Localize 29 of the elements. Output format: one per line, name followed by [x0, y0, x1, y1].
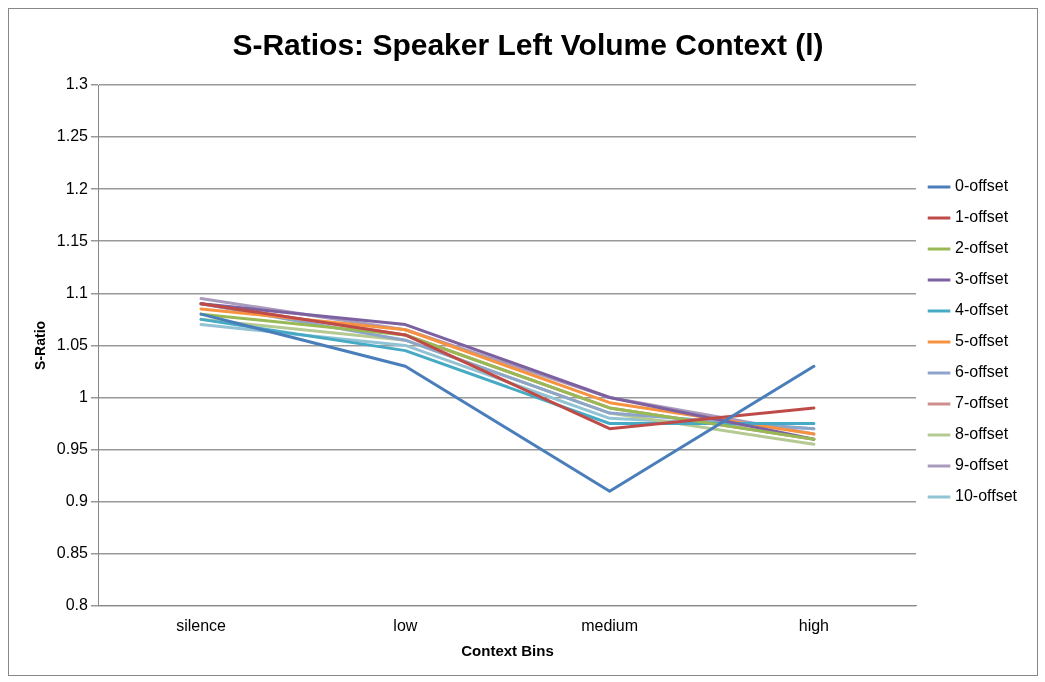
y-tick-label: 0.8 [65, 596, 89, 614]
y-tick-label: 0.95 [56, 439, 89, 457]
x-tick-label: silence [176, 616, 227, 634]
chart-title: S-Ratios: Speaker Left Volume Context (l) [232, 28, 824, 62]
legend-label: 5-offset [955, 332, 1009, 350]
legend-label: 7-offset [955, 394, 1009, 412]
x-tick-label: low [393, 616, 418, 634]
y-tick-label: 1.1 [65, 283, 89, 301]
y-tick-label: 1.05 [56, 335, 89, 353]
x-tick-label: high [798, 616, 830, 634]
legend-label: 10-offset [955, 487, 1018, 505]
y-axis-title: S-Ratio [32, 320, 49, 370]
y-tick-label: 1.15 [56, 231, 89, 249]
y-tick-label: 0.85 [56, 544, 89, 562]
legend-label: 1-offset [955, 208, 1009, 226]
legend-label: 0-offset [955, 177, 1009, 195]
x-axis-title: Context Bins [461, 642, 554, 660]
x-tick-label: medium [581, 616, 639, 634]
y-tick-label: 0.9 [65, 492, 89, 510]
y-tick-label: 1.25 [56, 127, 89, 145]
y-tick-label: 1.3 [65, 75, 89, 93]
legend-label: 8-offset [955, 425, 1009, 443]
legend-label: 6-offset [955, 363, 1009, 381]
legend-label: 9-offset [955, 456, 1009, 474]
y-tick-label: 1 [79, 387, 89, 405]
legend-label: 3-offset [955, 270, 1009, 288]
legend-label: 2-offset [955, 239, 1009, 257]
legend-label: 4-offset [955, 301, 1009, 319]
y-tick-label: 1.2 [65, 179, 89, 197]
